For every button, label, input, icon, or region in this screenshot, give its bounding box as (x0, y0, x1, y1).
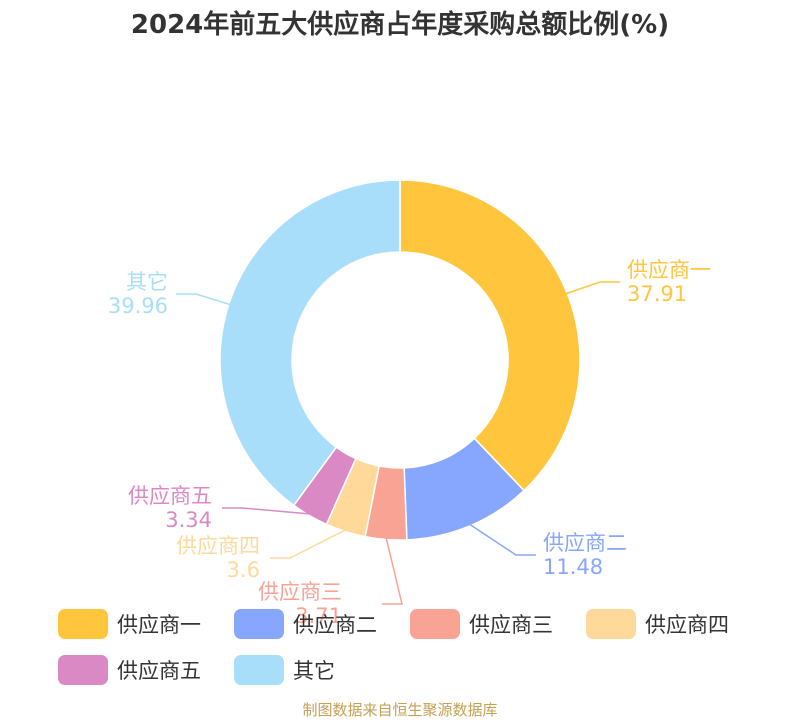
slice-label-value-1: 37.91 (627, 282, 687, 306)
legend-swatch (234, 655, 284, 685)
legend-swatch (410, 609, 460, 639)
legend-item-5[interactable]: 供应商五 (58, 655, 234, 685)
leader-lines (176, 281, 620, 605)
slice-label-name-3: 供应商三 (258, 580, 342, 604)
slice-label-name-2: 供应商二 (543, 531, 627, 555)
slice-6 (219, 179, 401, 507)
leader-line-4 (270, 528, 347, 559)
slice-label-value-5: 3.34 (165, 508, 212, 532)
legend-item-6[interactable]: 其它 (234, 655, 410, 685)
legend: 供应商一 供应商二 供应商三 供应商四供应商五 其它 (58, 609, 778, 685)
legend-label: 供应商三 (469, 613, 553, 637)
leader-line-5 (222, 507, 311, 515)
slice-label-name-6: 其它 (126, 270, 168, 294)
legend-swatch (586, 609, 636, 639)
slice-label-value-3: 3.71 (295, 604, 342, 628)
leader-line-6 (176, 293, 232, 306)
leader-line-1 (565, 281, 620, 295)
legend-item-2[interactable]: 供应商二 (234, 609, 410, 639)
legend-label: 供应商四 (645, 613, 729, 637)
slice-label-name-1: 供应商一 (627, 258, 711, 282)
legend-swatch (58, 655, 108, 685)
legend-label: 供应商一 (117, 613, 201, 637)
slice-1 (399, 179, 581, 492)
legend-item-1[interactable]: 供应商一 (58, 609, 234, 639)
legend-item-3[interactable]: 供应商三 (410, 609, 586, 639)
donut-slices (219, 179, 581, 541)
legend-item-4[interactable]: 供应商四 (586, 609, 762, 639)
legend-label: 供应商二 (293, 613, 377, 637)
slice-label-name-5: 供应商五 (128, 484, 212, 508)
leader-line-2 (468, 523, 536, 556)
legend-swatch (58, 609, 108, 639)
legend-label: 供应商五 (117, 659, 201, 683)
legend-swatch (234, 609, 284, 639)
legend-label: 其它 (293, 659, 335, 683)
slice-label-value-4: 3.6 (227, 558, 260, 582)
leader-line-3 (382, 537, 403, 605)
slice-label-name-4: 供应商四 (176, 534, 260, 558)
chart-title: 2024年前五大供应商占年度采购总额比例(%) (130, 10, 670, 40)
slice-label-value-6: 39.96 (108, 294, 168, 318)
slice-label-value-2: 11.48 (543, 555, 603, 579)
source-note: 制图数据来自恒生聚源数据库 (302, 701, 498, 719)
